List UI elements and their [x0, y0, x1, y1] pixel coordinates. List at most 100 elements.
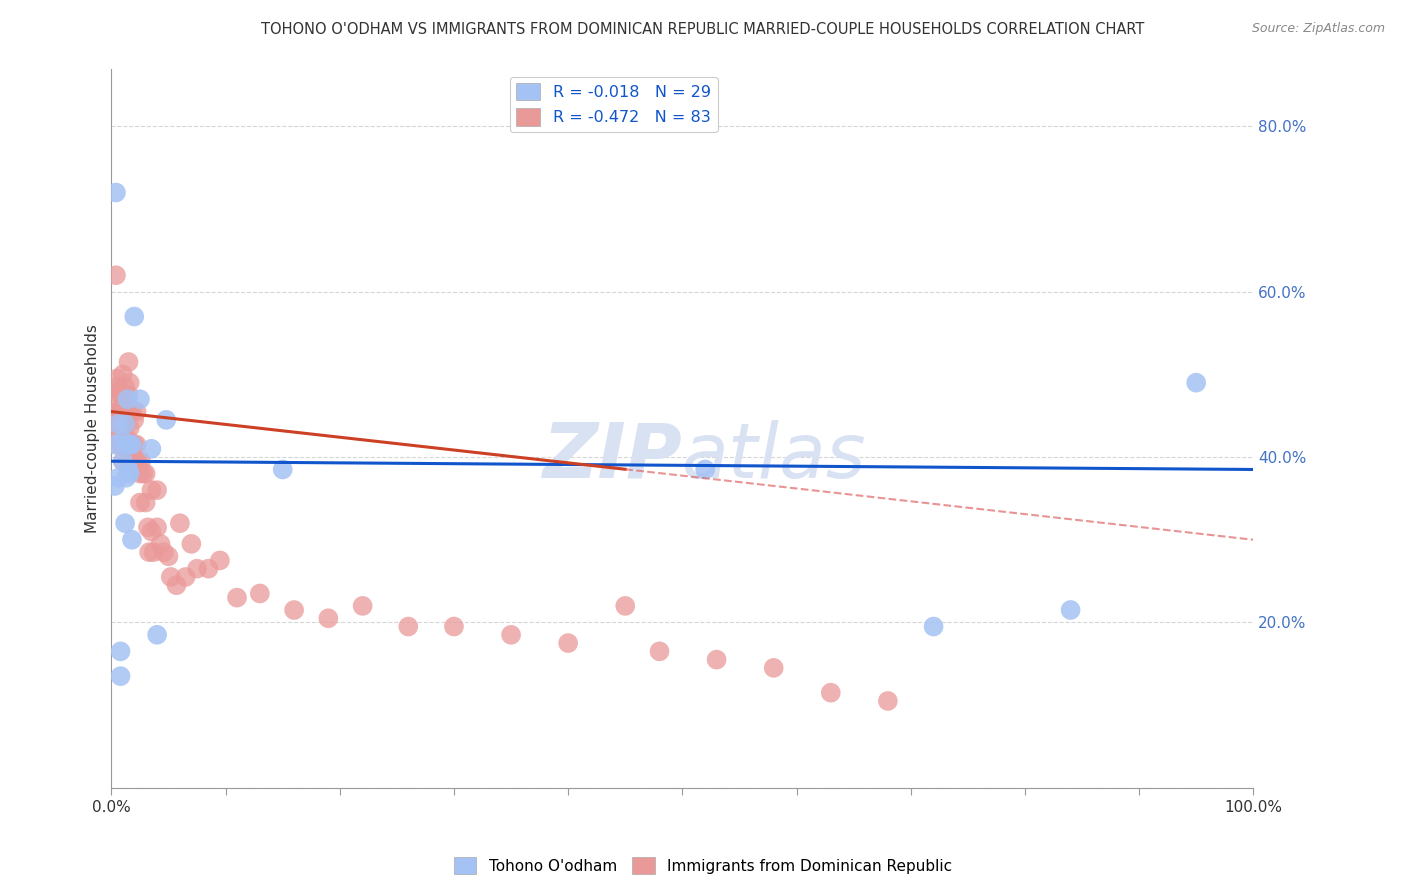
- Point: [146, 483, 169, 497]
- Point: [197, 562, 219, 576]
- Point: [105, 371, 128, 385]
- Point: [118, 438, 141, 452]
- Point: [107, 471, 129, 485]
- Point: [111, 454, 134, 468]
- Point: [695, 462, 717, 476]
- Point: [112, 396, 135, 410]
- Point: [111, 438, 134, 452]
- Point: [283, 603, 305, 617]
- Point: [352, 599, 374, 613]
- Point: [127, 454, 149, 468]
- Point: [122, 454, 145, 468]
- Text: ZIP: ZIP: [543, 420, 682, 494]
- Point: [762, 661, 785, 675]
- Point: [118, 467, 141, 481]
- Point: [117, 404, 139, 418]
- Text: TOHONO O'ODHAM VS IMMIGRANTS FROM DOMINICAN REPUBLIC MARRIED-COUPLE HOUSEHOLDS C: TOHONO O'ODHAM VS IMMIGRANTS FROM DOMINI…: [262, 22, 1144, 37]
- Point: [135, 495, 157, 509]
- Point: [922, 619, 945, 633]
- Point: [557, 636, 579, 650]
- Point: [112, 421, 135, 435]
- Point: [186, 562, 208, 576]
- Point: [117, 462, 139, 476]
- Point: [142, 545, 165, 559]
- Point: [138, 545, 160, 559]
- Point: [124, 454, 146, 468]
- Point: [122, 438, 145, 452]
- Point: [118, 421, 141, 435]
- Point: [129, 467, 152, 481]
- Point: [114, 417, 136, 431]
- Point: [110, 429, 132, 443]
- Point: [107, 404, 129, 418]
- Point: [155, 413, 177, 427]
- Point: [104, 417, 127, 431]
- Point: [249, 586, 271, 600]
- Point: [271, 462, 294, 476]
- Point: [107, 417, 129, 431]
- Point: [180, 537, 202, 551]
- Point: [110, 644, 132, 658]
- Point: [125, 404, 148, 418]
- Point: [141, 442, 163, 456]
- Point: [146, 520, 169, 534]
- Legend: Tohono O'odham, Immigrants from Dominican Republic: Tohono O'odham, Immigrants from Dominica…: [447, 851, 959, 880]
- Point: [122, 413, 145, 427]
- Point: [104, 388, 127, 402]
- Y-axis label: Married-couple Households: Married-couple Households: [86, 324, 100, 533]
- Point: [114, 413, 136, 427]
- Point: [111, 434, 134, 448]
- Point: [149, 537, 172, 551]
- Point: [111, 388, 134, 402]
- Point: [104, 438, 127, 452]
- Point: [108, 384, 131, 398]
- Point: [1185, 376, 1208, 390]
- Point: [174, 570, 197, 584]
- Point: [820, 686, 842, 700]
- Point: [121, 533, 143, 547]
- Point: [125, 438, 148, 452]
- Point: [115, 471, 138, 485]
- Point: [115, 404, 138, 418]
- Point: [117, 392, 139, 407]
- Point: [706, 652, 728, 666]
- Legend: R = -0.018   N = 29, R = -0.472   N = 83: R = -0.018 N = 29, R = -0.472 N = 83: [510, 77, 717, 132]
- Point: [169, 516, 191, 531]
- Point: [117, 454, 139, 468]
- Point: [121, 438, 143, 452]
- Point: [114, 380, 136, 394]
- Point: [318, 611, 340, 625]
- Point: [141, 483, 163, 497]
- Point: [396, 619, 419, 633]
- Point: [108, 404, 131, 418]
- Point: [122, 310, 145, 324]
- Point: [115, 438, 138, 452]
- Point: [118, 376, 141, 390]
- Point: [115, 429, 138, 443]
- Text: atlas: atlas: [682, 420, 868, 494]
- Point: [107, 438, 129, 452]
- Point: [104, 479, 127, 493]
- Point: [146, 628, 169, 642]
- Point: [118, 404, 141, 418]
- Point: [111, 454, 134, 468]
- Point: [115, 438, 138, 452]
- Point: [136, 520, 159, 534]
- Point: [104, 186, 127, 200]
- Point: [157, 549, 180, 564]
- Point: [129, 454, 152, 468]
- Point: [114, 516, 136, 531]
- Point: [121, 404, 143, 418]
- Point: [132, 467, 155, 481]
- Point: [141, 524, 163, 539]
- Point: [105, 404, 128, 418]
- Text: Source: ZipAtlas.com: Source: ZipAtlas.com: [1251, 22, 1385, 36]
- Point: [166, 578, 188, 592]
- Point: [153, 545, 176, 559]
- Point: [120, 438, 142, 452]
- Point: [111, 413, 134, 427]
- Point: [499, 628, 522, 642]
- Point: [110, 388, 132, 402]
- Point: [111, 404, 134, 418]
- Point: [129, 392, 152, 407]
